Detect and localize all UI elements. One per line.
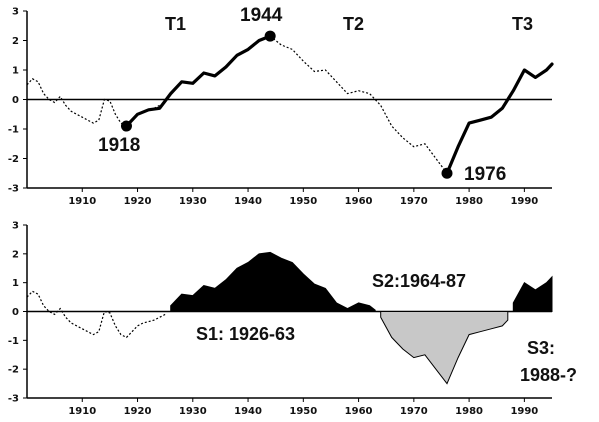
series-line-0 [26,78,166,127]
y-tick-label: -3 [8,394,19,405]
point-0 [120,120,132,132]
y-tick-label: 3 [12,221,19,232]
x-tick-label: 1970 [400,406,428,417]
y-tick-label: 0 [12,95,19,106]
y-tick-label: -1 [8,336,19,347]
annotation-s3-range: 1988-? [520,365,577,385]
annotation-s3: S3: [527,338,555,358]
point-label-1918: 1918 [98,135,140,156]
y-tick-label: -2 [8,365,19,376]
y-tick-label: 3 [12,7,19,18]
x-tick-label: 1910 [68,406,96,417]
x-tick-label: 1920 [124,196,152,207]
x-tick-label: 1950 [289,406,317,417]
y-tick-label: -2 [8,154,19,165]
point-1 [264,30,276,42]
y-tick-label: 0 [12,307,19,318]
annotation-t3: T3 [512,14,533,34]
y-tick-label: 1 [12,278,19,289]
x-tick-label: 1960 [345,406,373,417]
annotation-s1: S1: 1926-63 [196,324,295,344]
y-tick-label: 1 [12,66,19,77]
x-tick-label: 1930 [179,406,207,417]
annotation-s2: S2:1964-87 [372,271,466,291]
point-label-1944: 1944 [240,5,283,26]
point-label-1976: 1976 [464,164,506,185]
y-tick-label: 2 [12,249,19,260]
x-tick-label: 1910 [68,196,96,207]
x-tick-label: 1990 [510,196,538,207]
series-area-3 [512,275,553,312]
series-line-2 [269,35,448,174]
y-tick-label: 2 [12,36,19,47]
x-tick-label: 1940 [234,406,262,417]
x-tick-label: 1950 [289,196,317,207]
x-tick-label: 1960 [345,196,373,207]
x-tick-label: 1940 [234,196,262,207]
series-area-2 [380,311,509,385]
x-tick-label: 1930 [179,196,207,207]
bottom-panel: 3 2 1 0 -1 -2 -3 1910 1920 1930 1940 1950 1960 1970 19… [8,221,577,418]
x-tick-label: 1970 [400,196,428,207]
series-area-1 [170,251,376,312]
point-2 [441,167,453,179]
annotation-t1: T1 [165,14,186,34]
x-tick-label: 1990 [510,406,538,417]
annotation-t2: T2 [343,14,364,34]
series-line-1 [124,34,272,128]
x-tick-label: 1920 [124,406,152,417]
series-line-3 [445,62,554,175]
x-tick-label: 1980 [455,196,483,207]
y-tick-label: -1 [8,125,19,136]
x-tick-label: 1980 [455,406,483,417]
y-tick-label: -3 [8,184,19,195]
top-panel: 3 2 1 0 -1 -2 -3 1910 1920 1930 1940 1950 1960 1970 19… [8,5,554,207]
series-line-0 [26,290,166,339]
